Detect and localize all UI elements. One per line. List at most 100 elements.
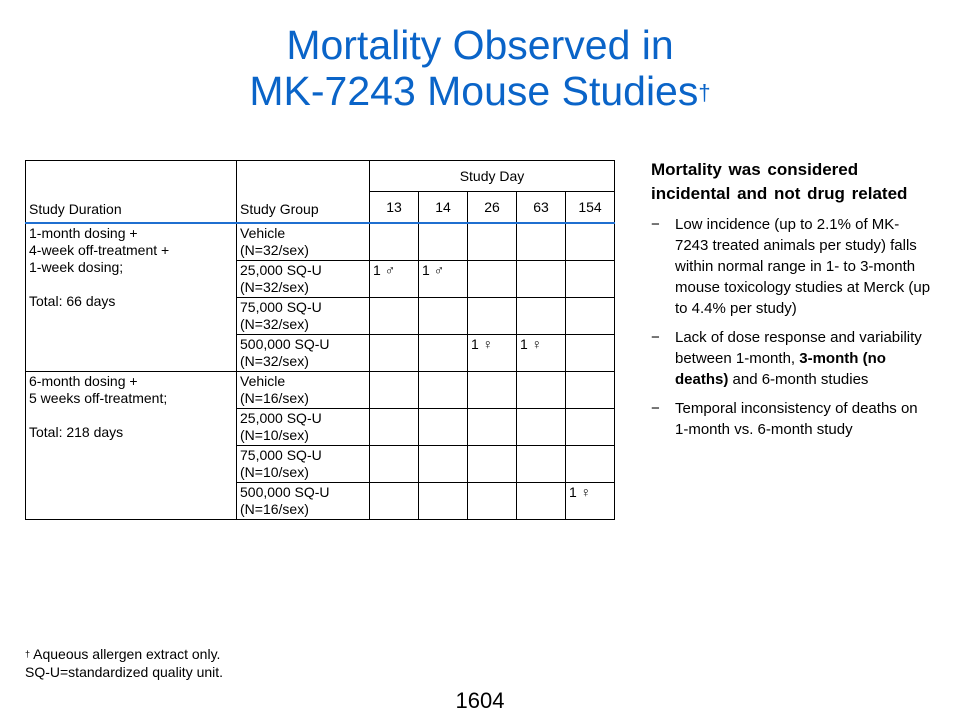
mortality-cell	[369, 297, 419, 335]
study-group-cell: Vehicle (N=32/sex)	[236, 222, 370, 261]
table-row: 1-month dosing +4-week off-treatment +1-…	[25, 222, 615, 372]
duration-line: 4-week off-treatment +	[29, 242, 170, 258]
study-duration-cell: 6-month dosing +5 weeks off-treatment; To…	[25, 371, 237, 520]
mortality-cell	[418, 371, 468, 409]
group-name: Vehicle	[240, 225, 286, 241]
mortality-table: Study Duration Study Group Study Day 13 1…	[25, 160, 615, 520]
title-line-2: MK-7243 Mouse Studies†	[0, 68, 960, 114]
study-group-cell: 500,000 SQ-U (N=32/sex)	[236, 334, 370, 372]
duration-line: 6-month dosing +	[29, 373, 138, 389]
day-header-3: 63	[516, 191, 566, 224]
mortality-cell	[418, 222, 468, 261]
day-header-2: 26	[467, 191, 517, 224]
group-name: 75,000 SQ-U	[240, 447, 322, 463]
mortality-cell	[369, 371, 419, 409]
bullet-text: Low incidence (up to 2.1% of MK-7243 tre…	[675, 216, 931, 317]
mortality-cell: 1 ♀	[565, 482, 615, 520]
col-header-group: Study Group	[236, 160, 370, 224]
mortality-cell	[565, 334, 615, 372]
duration-line	[29, 407, 233, 424]
mortality-cell	[565, 445, 615, 483]
duration-line	[29, 276, 233, 293]
mortality-cell	[418, 445, 468, 483]
group-n: (N=32/sex)	[240, 279, 309, 295]
study-group-cell: 25,000 SQ-U (N=32/sex)	[236, 260, 370, 298]
slide-title: Mortality Observed in MK-7243 Mouse Stud…	[0, 22, 960, 114]
footnote-line-1: † Aqueous allergen extract only.	[25, 645, 223, 663]
dash-bullet-icon: −	[651, 400, 660, 417]
mortality-cell	[516, 482, 566, 520]
group-n: (N=16/sex)	[240, 501, 309, 517]
mortality-cell	[565, 408, 615, 446]
mortality-cell	[516, 260, 566, 298]
study-group-cell: 75,000 SQ-U (N=10/sex)	[236, 445, 370, 483]
dash-bullet-icon: −	[651, 329, 660, 346]
side-bullet: − Temporal inconsistency of deaths on 1-m…	[651, 398, 931, 440]
footnote-line-1-text: Aqueous allergen extract only.	[30, 646, 221, 662]
table-row: 75,000 SQ-U (N=32/sex)	[26, 297, 615, 335]
mortality-cell	[418, 297, 468, 335]
mortality-cell	[418, 408, 468, 446]
footnote: † Aqueous allergen extract only. SQ-U=st…	[25, 645, 223, 681]
page-number: 1604	[455, 688, 505, 713]
group-n: (N=32/sex)	[240, 316, 309, 332]
mortality-cell	[467, 482, 517, 520]
mortality-cell	[369, 445, 419, 483]
mortality-cell	[418, 482, 468, 520]
mortality-cell: 1 ♂	[418, 260, 468, 298]
side-bullet: − Low incidence (up to 2.1% of MK-7243 tr…	[651, 214, 931, 319]
group-name: Vehicle	[240, 373, 286, 389]
duration-line: 1-week dosing;	[29, 259, 124, 275]
mortality-cell	[467, 222, 517, 261]
duration-line: 5 weeks off-treatment;	[29, 390, 168, 406]
group-n: (N=10/sex)	[240, 464, 309, 480]
bullet-text: Lack of dose response and variability be…	[675, 329, 922, 367]
table-row: 6-month dosing +5 weeks off-treatment; To…	[25, 371, 615, 520]
mortality-cell	[516, 371, 566, 409]
mortality-cell	[516, 445, 566, 483]
mortality-cell	[565, 222, 615, 261]
duration-line: Total: 218 days	[29, 424, 124, 440]
study-group-cell: 25,000 SQ-U (N=10/sex)	[236, 408, 370, 446]
table-body: 1-month dosing +4-week off-treatment +1-…	[25, 222, 615, 520]
dash-bullet-icon: −	[651, 216, 660, 233]
group-name: 75,000 SQ-U	[240, 299, 322, 315]
mortality-cell	[565, 260, 615, 298]
side-bullet-list: − Low incidence (up to 2.1% of MK-7243 tr…	[651, 214, 931, 440]
group-name: 25,000 SQ-U	[240, 262, 322, 278]
study-group-cell: 500,000 SQ-U (N=16/sex)	[236, 482, 370, 520]
mortality-cell	[369, 334, 419, 372]
duration-line: Total: 66 days	[29, 293, 116, 309]
mortality-cell	[369, 222, 419, 261]
mortality-cell: 1 ♂	[369, 260, 419, 298]
mortality-cell	[369, 408, 419, 446]
mortality-cell	[565, 371, 615, 409]
table-row: 500,000 SQ-U (N=16/sex) 1 ♀	[26, 482, 615, 520]
mortality-cell	[565, 297, 615, 335]
side-heading: Mortality was considered incidental and …	[651, 160, 908, 203]
title-line-1: Mortality Observed in	[286, 22, 674, 68]
mortality-cell: 1 ♀	[467, 334, 517, 372]
bullet-text: 3-month (no deaths)	[675, 350, 886, 388]
mortality-cell	[516, 222, 566, 261]
mortality-cell	[467, 297, 517, 335]
group-name: 25,000 SQ-U	[240, 410, 322, 426]
duration-line: 1-month dosing +	[29, 225, 138, 241]
group-n: (N=16/sex)	[240, 390, 309, 406]
mortality-cell	[516, 408, 566, 446]
footnote-dagger: †	[25, 649, 31, 659]
group-name: 500,000 SQ-U	[240, 484, 330, 500]
footnote-line-2: SQ-U=standardized quality unit.	[25, 664, 224, 680]
table-row: 25,000 SQ-U (N=32/sex) 1 ♂ 1 ♂	[26, 260, 615, 298]
group-n: (N=10/sex)	[240, 427, 309, 443]
mortality-cell	[418, 334, 468, 372]
mortality-cell	[467, 445, 517, 483]
mortality-cell: 1 ♀	[516, 334, 566, 372]
study-group-cell: 75,000 SQ-U (N=32/sex)	[236, 297, 370, 335]
title-line-2-text: MK-7243 Mouse Studies	[249, 68, 699, 114]
mortality-cell	[369, 482, 419, 520]
table-row: 25,000 SQ-U (N=10/sex)	[26, 408, 615, 446]
bullet-text: and 6-month studies	[728, 371, 869, 388]
group-n: (N=32/sex)	[240, 353, 309, 369]
table-row: 500,000 SQ-U (N=32/sex) 1 ♀ 1 ♀	[26, 334, 615, 372]
